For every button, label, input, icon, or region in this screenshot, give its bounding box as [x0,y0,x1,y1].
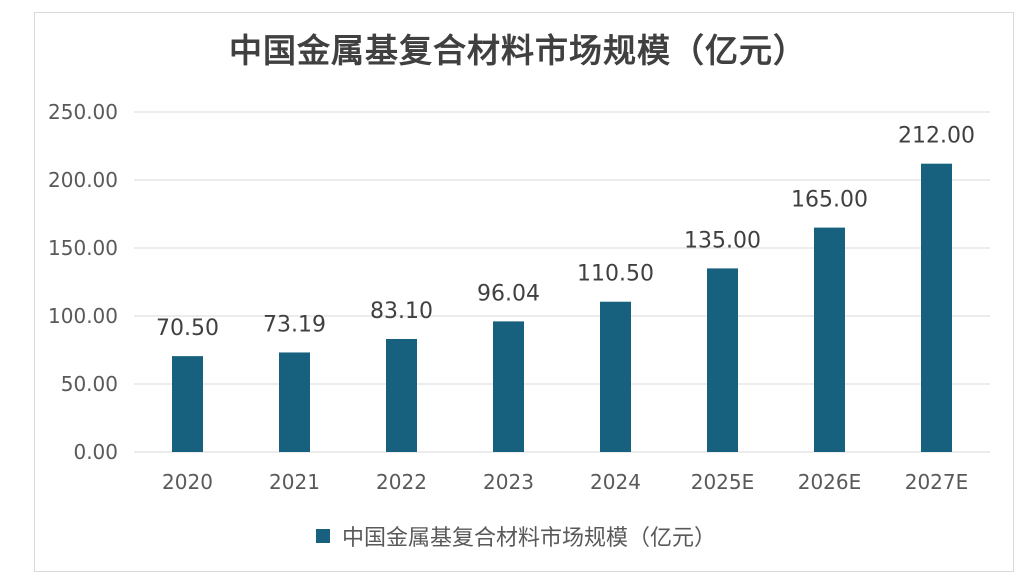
data-labels: 70.50 73.19 83.10 96.04 110.50 135.00 165.00 21… [156,124,975,341]
bar-2025E [707,268,738,452]
x-axis-ticks: 2020 2021 2022 2023 2024 2025E 2026E 2027E [162,470,968,494]
x-tick-label-2020: 2020 [162,470,213,494]
x-tick-label-2025E: 2025E [691,470,755,494]
data-label-2022: 83.10 [370,299,433,324]
y-tick-label-3: 150.00 [48,236,118,260]
bar-2027E [921,163,952,452]
legend-swatch [316,529,330,543]
bar-2022 [386,338,417,452]
x-tick-label-2026E: 2026E [798,470,862,494]
data-label-2021: 73.19 [263,312,326,337]
data-label-2027E: 212.00 [898,124,975,149]
x-tick-label-2022: 2022 [376,470,427,494]
chart-frame [34,12,1014,572]
bar-2023 [493,321,524,452]
bar-2024 [600,301,631,452]
y-tick-label-2: 100.00 [48,304,118,328]
bar-2020 [172,356,203,452]
x-tick-label-2021: 2021 [269,470,320,494]
y-tick-label-4: 200.00 [48,168,118,192]
legend: 中国金属基复合材料市场规模（亿元） [316,520,716,552]
x-tick-label-2024: 2024 [590,470,641,494]
y-axis-ticks: 0.00 50.00 100.00 150.00 200.00 250.00 [48,100,118,464]
y-tick-label-0: 0.00 [73,440,118,464]
bar-2026E [814,227,845,452]
chart-title: 中国金属基复合材料市场规模（亿元） [229,31,807,70]
grid-layer [134,111,990,453]
bars [172,163,952,452]
data-label-2026E: 165.00 [791,188,868,213]
legend-label: 中国金属基复合材料市场规模（亿元） [342,526,717,551]
data-label-2020: 70.50 [156,316,219,341]
x-tick-label-2027E: 2027E [905,470,969,494]
data-label-2025E: 135.00 [684,228,761,253]
data-label-2024: 110.50 [577,262,654,287]
data-label-2023: 96.04 [477,281,540,306]
y-tick-label-5: 250.00 [48,100,118,124]
bar-2021 [279,352,310,452]
y-tick-label-1: 50.00 [61,372,118,396]
x-tick-label-2023: 2023 [483,470,534,494]
